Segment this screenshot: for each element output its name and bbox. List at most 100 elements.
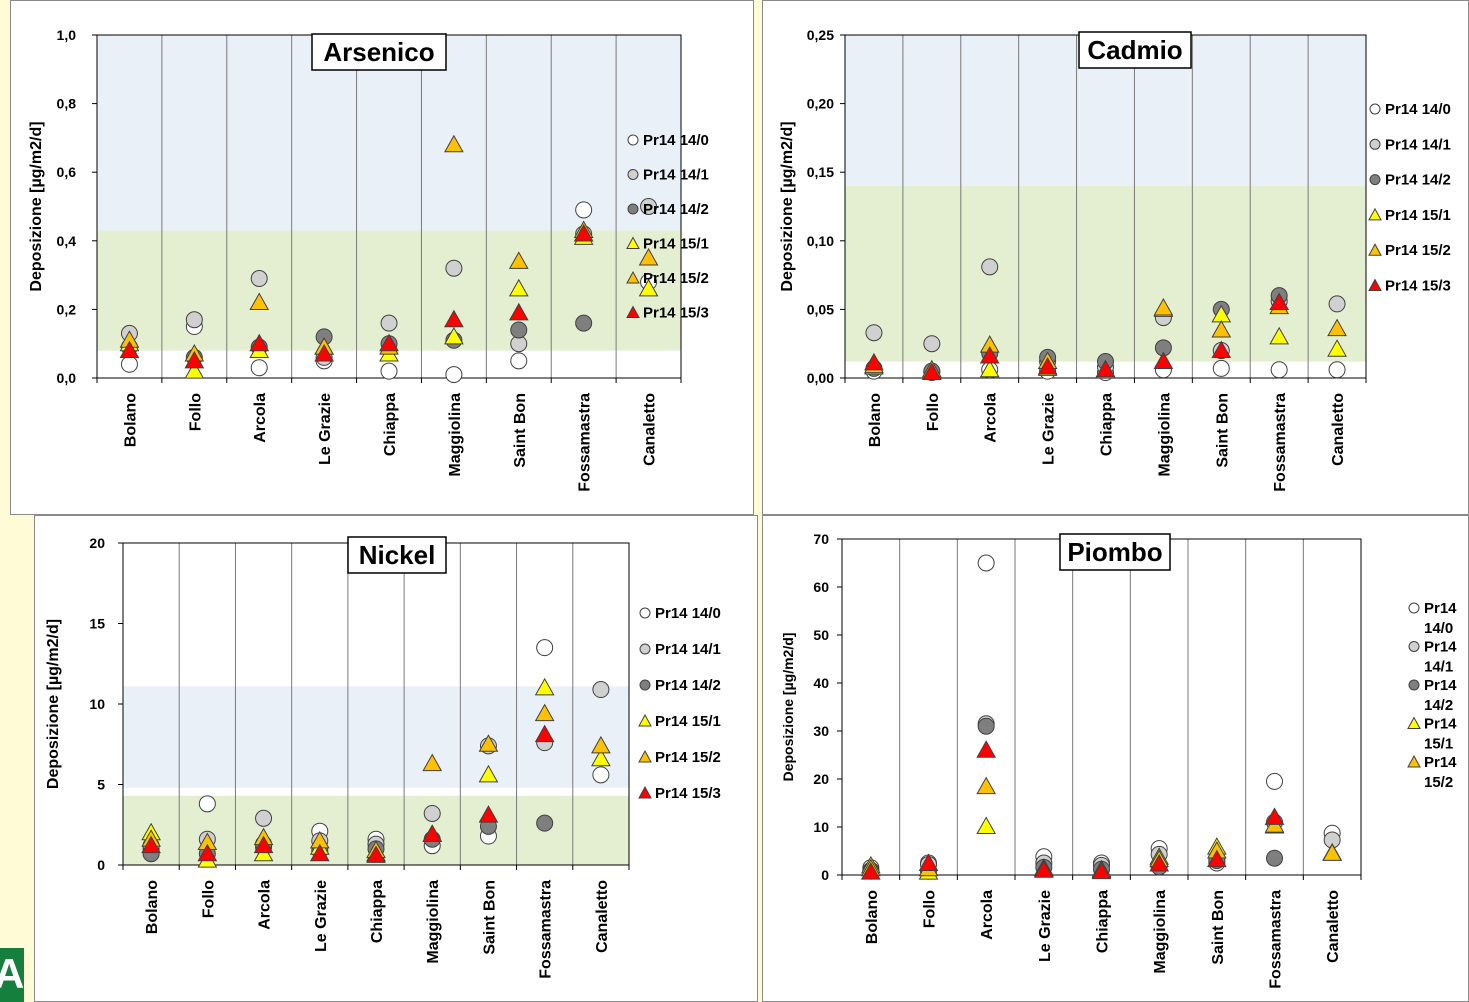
legend-label: 14/2: [1424, 697, 1453, 714]
y-tick-label: 0: [97, 857, 105, 873]
data-point: [508, 302, 529, 321]
data-point: [445, 259, 463, 277]
legend-label: Pr14 14/2: [655, 677, 721, 694]
data-point: [380, 362, 398, 380]
data-point: [309, 843, 330, 862]
y-tick-label: 10: [89, 696, 105, 712]
y-tick-label: 60: [813, 579, 829, 595]
band-green: [845, 185, 1366, 362]
data-point: [120, 355, 138, 373]
y-tick-label: 0,2: [57, 301, 77, 317]
legend-marker: [638, 713, 652, 727]
chart-piombo: 0 10 20 30 40 50 60 70 Bolano Follo Arcola Le Grazi…: [780, 531, 1457, 989]
y-tick-label: 50: [813, 627, 829, 643]
chart-panel-piombo: 0 10 20 30 40 50 60 70 Bolano Follo Arcola Le Grazi…: [762, 515, 1469, 1002]
data-point: [250, 359, 268, 377]
legend-label: 14/0: [1424, 620, 1453, 637]
data-point: [444, 134, 464, 153]
data-point: [255, 809, 273, 827]
y-tick-label: 20: [813, 771, 829, 787]
legend-label: 15/2: [1424, 774, 1453, 791]
legend-marker: [1407, 754, 1421, 768]
y-tick-label: 0,15: [807, 164, 834, 180]
x-tick-label: Maggiolina: [425, 880, 442, 964]
data-point: [640, 198, 658, 215]
data-point: [253, 835, 274, 854]
chart-title: Cadmio: [1087, 35, 1182, 65]
data-point: [478, 805, 499, 823]
data-point: [1328, 361, 1346, 379]
data-point: [1266, 772, 1283, 790]
legend-marker: [1369, 174, 1381, 186]
x-tick-label: Le Grazie: [313, 880, 330, 952]
data-point: [981, 258, 999, 276]
x-tick-label: Arcola: [979, 890, 996, 940]
legend-label: Pr14 15/3: [1385, 278, 1451, 295]
data-point: [423, 804, 441, 822]
legend-label: Pr14 15/2: [643, 270, 709, 287]
chart-nickel: 0 5 10 15 20 Bolano Follo Arcola Le Grazie Chiapp…: [45, 535, 721, 979]
data-point: [478, 764, 499, 783]
data-point: [1212, 359, 1230, 377]
y-tick-label: 20: [89, 535, 105, 551]
y-tick-label: 0,25: [807, 27, 834, 43]
data-point: [1266, 849, 1283, 867]
data-point: [1327, 339, 1347, 357]
y-axis-label: Deposizione [µg/m2/d]: [45, 619, 62, 789]
x-tick-label: Le Grazie: [317, 393, 334, 465]
data-point: [534, 677, 555, 696]
data-point: [366, 845, 386, 863]
chart-panel-cadmio: 0,00 0,05 0,10 0,15 0,20 0,25 Bolano Follo Arcol…: [762, 0, 1469, 515]
y-tick-label: 15: [89, 616, 105, 632]
legend-label: Pr14 14/1: [655, 641, 721, 658]
data-point: [1270, 361, 1288, 379]
data-point: [478, 734, 499, 752]
y-axis-label: Deposizione [µg/m2/d]: [28, 121, 45, 291]
y-tick-label: 1,0: [57, 27, 77, 43]
x-tick-label: Follo: [922, 890, 939, 928]
data-point: [638, 278, 659, 297]
data-point: [1033, 860, 1054, 878]
chart-cadmio: 0,00 0,05 0,10 0,15 0,20 0,25 Bolano Follo Arcol…: [779, 27, 1451, 492]
data-point: [510, 321, 528, 339]
x-tick-label: Chiappa: [1095, 890, 1112, 953]
data-point: [1328, 295, 1346, 313]
x-tick-label: Canaletto: [1325, 890, 1342, 963]
data-point: [510, 352, 528, 370]
data-point: [184, 350, 205, 369]
data-point: [197, 843, 218, 862]
legend-label: Pr14 14/1: [1385, 136, 1451, 153]
data-point: [592, 766, 610, 784]
data-point: [923, 335, 941, 353]
y-axis-label: Deposizione [µg/m2/d]: [779, 121, 796, 291]
legend-marker: [626, 270, 640, 284]
x-tick-label: Bolano: [867, 393, 884, 447]
y-tick-label: 0,00: [807, 370, 834, 386]
x-tick-label: Saint Bon: [512, 393, 529, 468]
x-tick-label: Fossamastra: [1272, 393, 1289, 492]
y-tick-label: 0: [821, 867, 829, 883]
legend-marker: [1369, 138, 1381, 150]
data-point: [141, 835, 161, 854]
data-point: [1153, 298, 1174, 316]
chart-title-box: [311, 33, 447, 71]
chart-arsenico: 0,0 0,2 0,4 0,6 0,8 1,0 Bolano Follo Arcola Le Gr…: [28, 27, 709, 492]
legend-label: Pr14 15/1: [1385, 207, 1451, 224]
data-point: [976, 776, 997, 795]
data-point: [1327, 318, 1347, 337]
legend-marker: [1368, 278, 1382, 291]
data-point: [1153, 351, 1174, 370]
legend-label: 14/1: [1424, 659, 1453, 676]
y-tick-label: 30: [813, 723, 829, 739]
data-point: [1149, 853, 1170, 872]
legend-label: Pr14 14/1: [643, 167, 709, 184]
data-point: [422, 824, 443, 842]
y-tick-label: 0,6: [57, 164, 77, 180]
legend-label: Pr14 14/0: [655, 605, 721, 622]
chart-title: Arsenico: [323, 37, 434, 67]
x-tick-label: Chiappa: [369, 880, 386, 943]
x-tick-label: Canaletto: [642, 393, 659, 466]
data-point: [918, 853, 939, 871]
y-axis-label: Deposizione [µg/m2/d]: [780, 633, 796, 782]
logo-text: AI: [0, 950, 24, 997]
